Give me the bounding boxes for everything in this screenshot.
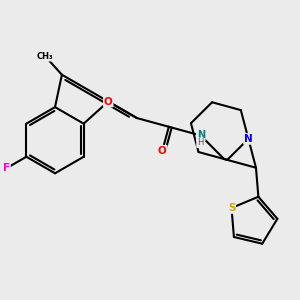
Text: F: F (3, 163, 10, 173)
Text: N: N (197, 130, 205, 140)
Text: CH₃: CH₃ (37, 52, 54, 61)
Text: N: N (244, 134, 253, 144)
Text: O: O (104, 97, 112, 106)
Text: S: S (228, 203, 235, 213)
Text: O: O (158, 146, 167, 156)
Text: H: H (197, 138, 203, 147)
